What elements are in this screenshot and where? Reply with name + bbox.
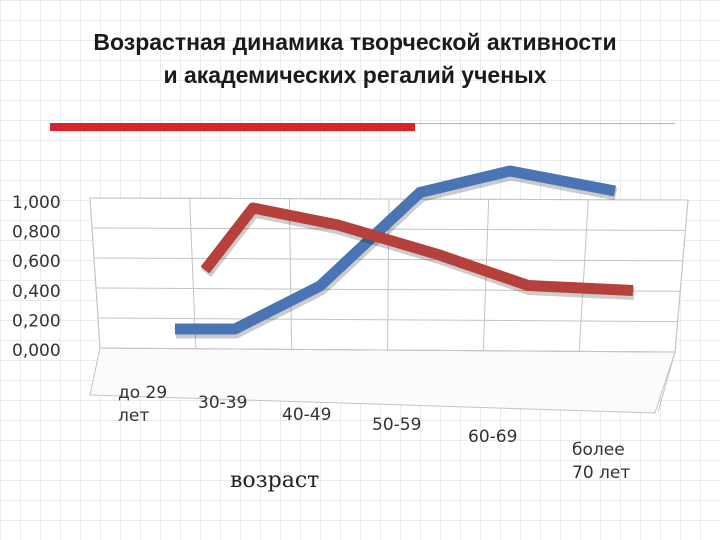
data-point — [204, 269, 206, 271]
y-tick-label: 0,600 — [12, 252, 61, 272]
x-axis-ticks: до 29 лет 30-39 40-49 50-59 60-69 более 70 лет — [118, 383, 630, 483]
x-tick-label: до 29 — [118, 383, 167, 403]
slide-title: Возрастная динамика творческой активност… — [0, 26, 710, 92]
y-axis-ticks: 1,000 0,800 0,600 0,400 0,200 0,000 — [12, 193, 61, 361]
data-point — [319, 285, 321, 287]
data-point — [252, 207, 254, 209]
x-tick-label: лет — [118, 406, 149, 426]
slide-title-line-2: и академических регалий ученых — [163, 62, 547, 88]
title-underline-thin — [415, 123, 675, 124]
x-tick-label: 70 лет — [572, 463, 630, 483]
slide-title-line-1: Возрастная динамика творческой активност… — [93, 29, 617, 55]
data-point — [234, 328, 236, 330]
data-point — [437, 254, 439, 255]
data-point — [174, 328, 176, 330]
chart-walls — [89, 197, 689, 414]
x-tick-label: 40-49 — [282, 405, 331, 425]
y-tick-label: 0,000 — [12, 341, 61, 361]
data-point — [527, 285, 529, 286]
x-tick-label: 50-59 — [372, 415, 421, 435]
x-tick-label: 60-69 — [468, 427, 517, 447]
y-tick-label: 0,200 — [12, 311, 61, 331]
x-tick-label: более — [572, 440, 625, 460]
x-axis-label: возраст — [230, 468, 319, 493]
y-tick-label: 0,800 — [12, 223, 61, 243]
x-tick-label: 30-39 — [198, 393, 247, 413]
data-point — [509, 170, 511, 172]
title-underline-red — [50, 123, 415, 131]
data-point — [632, 290, 634, 291]
data-point — [419, 192, 421, 193]
data-point — [337, 224, 339, 226]
series-line — [200, 202, 634, 296]
y-tick-label: 0,400 — [12, 282, 61, 302]
y-tick-label: 1,000 — [12, 193, 61, 213]
series-group — [174, 165, 635, 339]
data-point — [614, 190, 616, 192]
